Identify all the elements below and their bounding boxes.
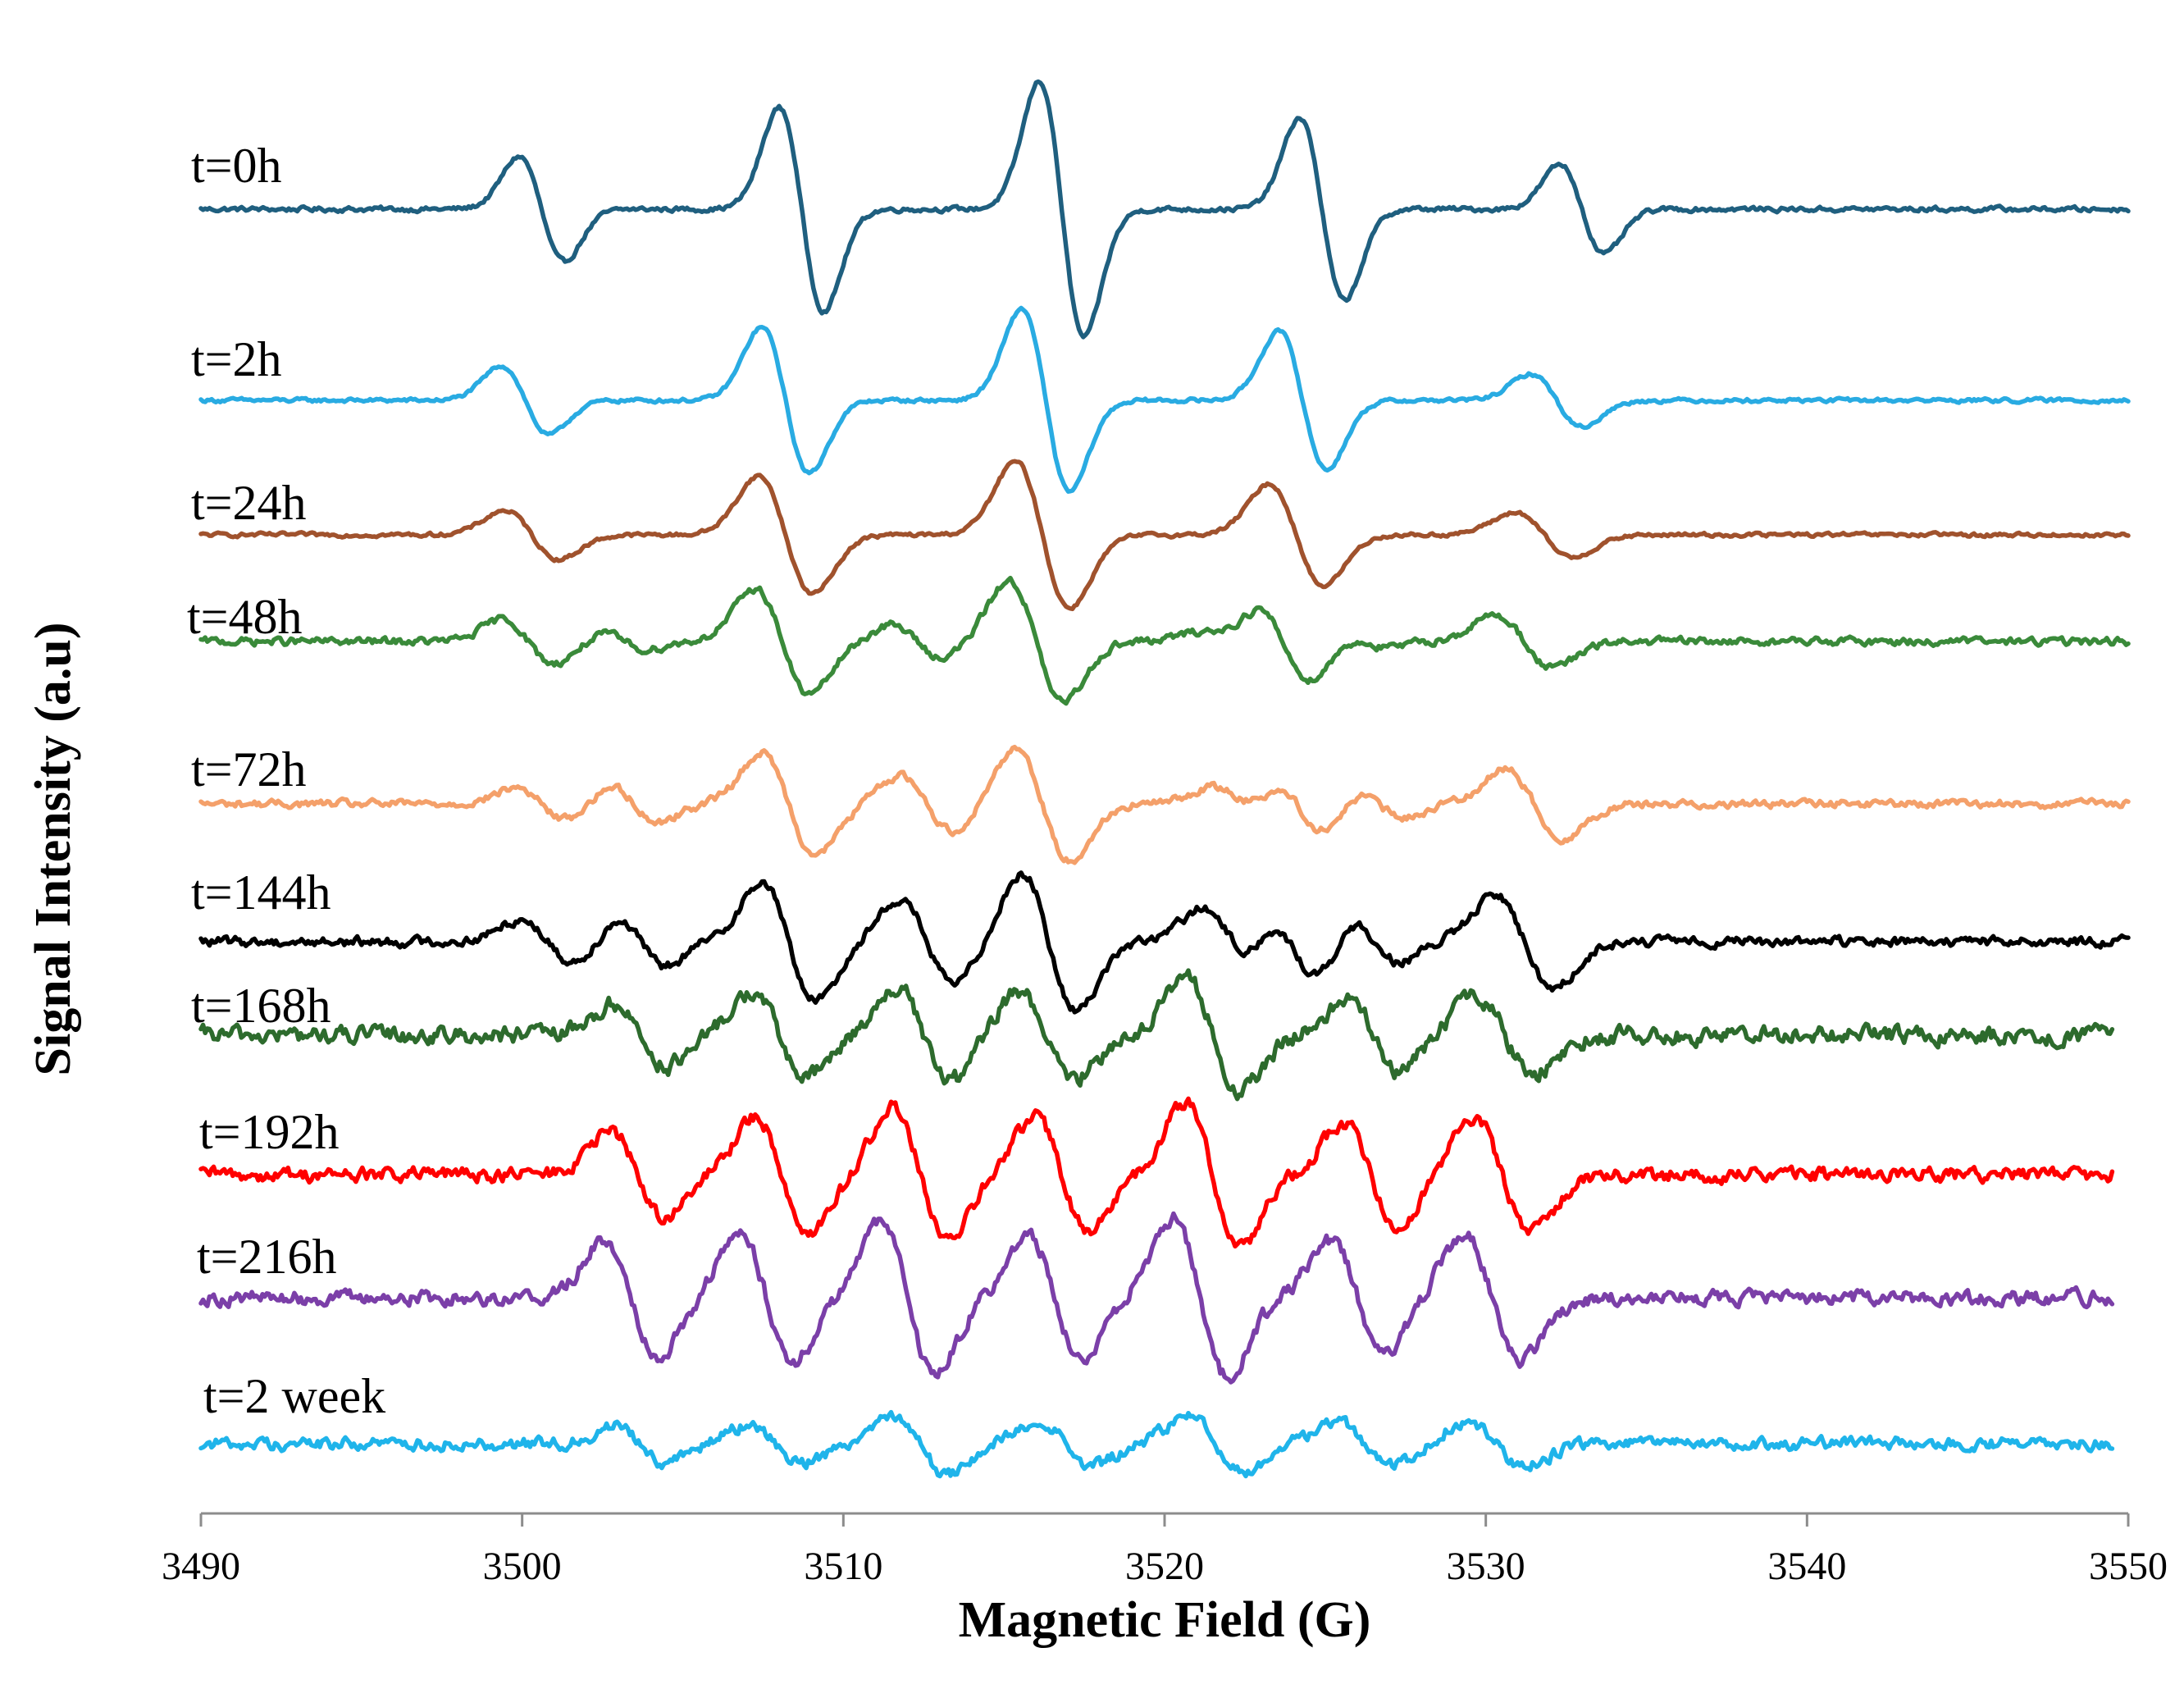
series-line-t-144h [198,870,2131,1015]
x-tick-label: 3490 [162,1545,240,1588]
series-label: t=2 week [203,1369,385,1423]
series-label: t=144h [191,865,331,920]
x-ticks-layer: 3490 3500 3510 3520 3530 3540 3550 [162,1513,2168,1588]
x-tick-label: 3550 [2089,1545,2168,1588]
series-label: t=72h [191,742,307,797]
series-label: t=2h [191,332,282,386]
series-labels-layer: t=0h t=2h t=24h t=48h t=72h t=144h t=168h t=192… [187,139,385,1423]
x-tick-label: 3530 [1447,1545,1525,1588]
series-line-t-192h [198,1096,2115,1249]
series-line-t-2-week [198,1409,2115,1479]
series-label: t=216h [197,1230,337,1284]
series-label: t=192h [199,1105,340,1159]
series-layer [198,79,2131,1479]
x-axis-title: Magnetic Field (G) [959,1592,1371,1648]
series-line-t-168h [198,968,2115,1102]
series-label: t=24h [191,476,307,530]
series-label: t=0h [191,139,282,193]
y-axis-title: Signal Intensity (a.u) [25,623,81,1076]
series-line-t-24h [198,459,2131,612]
x-tick-label: 3520 [1125,1545,1204,1588]
series-line-t-48h [198,575,2131,706]
x-tick-label: 3540 [1767,1545,1846,1588]
series-label: t=168h [191,979,331,1033]
x-tick-label: 3510 [804,1545,882,1588]
series-line-t-72h [198,744,2131,865]
series-line-t-2h [198,305,2131,494]
x-tick-label: 3500 [483,1545,562,1588]
series-label: t=48h [187,590,303,644]
series-line-t-216h [198,1211,2115,1385]
series-line-t-0h [198,79,2131,340]
